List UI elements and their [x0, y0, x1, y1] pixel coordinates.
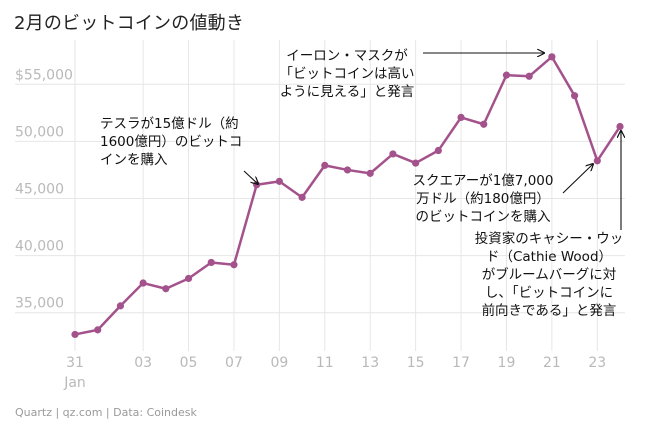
data-point — [434, 146, 442, 155]
data-point — [139, 279, 147, 287]
data-point — [162, 285, 170, 293]
data-point — [616, 122, 624, 131]
data-point — [548, 53, 556, 61]
x-tick-label: 07 — [225, 355, 243, 371]
annotation-line: し、「ビットコインに — [485, 285, 613, 301]
annotation-arrow — [562, 164, 593, 194]
data-point — [298, 193, 306, 201]
y-axis-ticks: 35,000 40,000 45,000 50,000 $55,000 — [15, 67, 73, 311]
x-axis-ticks: 31 Jan 03 05 07 09 11 13 15 17 19 21 23 — [63, 355, 606, 391]
annotation-line: 1600億円）のビットコ — [100, 134, 242, 150]
annotation-line: 「ビットコインは高い — [280, 65, 415, 82]
x-tick-label: 23 — [588, 355, 606, 371]
data-point — [389, 150, 397, 158]
data-point — [593, 157, 601, 165]
annotation-line: スクエアーが1億7,000 — [413, 173, 554, 189]
x-tick-label: 03 — [134, 355, 152, 371]
annotation-line: がブルームバーグに対 — [482, 266, 617, 283]
annotation-arrow — [243, 170, 258, 184]
source-footer: Quartz | qz.com | Data: Coindesk — [15, 406, 197, 419]
annotation-line: インを購入 — [100, 152, 168, 168]
x-tick-label: 31 — [66, 355, 84, 371]
data-point — [343, 166, 352, 174]
data-point — [71, 330, 79, 339]
annotation-line: 投資家のキャシー・ウッ — [475, 230, 624, 247]
data-point — [457, 113, 465, 121]
x-tick-label: 13 — [361, 355, 379, 371]
series-layer — [71, 53, 624, 339]
data-point — [116, 302, 125, 310]
x-tick-label: 19 — [498, 355, 516, 371]
y-tick-label: 35,000 — [15, 296, 64, 312]
x-tick-label: 05 — [180, 355, 198, 371]
annotation-text: スクエアーが1億7,000 万ドル（約180億円） のビットコインを購入 — [413, 173, 554, 225]
data-point — [366, 169, 374, 177]
data-point — [502, 71, 511, 79]
data-point — [321, 161, 329, 169]
annotation-line: テスラが15億ドル（約 — [100, 116, 239, 132]
annotation-line: 前向きである」と発言 — [482, 302, 617, 319]
data-point — [94, 326, 102, 334]
annotation-line: イーロン・マスクが — [286, 48, 408, 64]
data-point — [480, 120, 488, 128]
chart-title: 2月のビットコインの値動き — [14, 13, 245, 34]
data-point — [412, 159, 420, 167]
annotation-text: イーロン・マスクが「ビットコインは高いように見える」と発言 — [280, 48, 415, 100]
annotation-text: テスラが15億ドル（約 1600億円）のビットコインを購入 — [100, 116, 242, 168]
grid-layer — [15, 40, 625, 351]
y-tick-label: 50,000 — [15, 124, 64, 140]
x-tick-label: 11 — [316, 355, 334, 371]
data-point — [570, 92, 579, 100]
x-tick-label: 09 — [270, 355, 288, 371]
annotation-layer: テスラが15億ドル（約 1600億円）のビットコインを購入 イーロン・マスクが「ビッ… — [100, 48, 623, 319]
data-point — [275, 177, 283, 185]
y-tick-label: 40,000 — [15, 239, 64, 255]
x-tick-sublabel: Jan — [63, 375, 86, 391]
data-point — [184, 274, 193, 283]
x-tick-label: 21 — [543, 355, 561, 371]
x-tick-label: 15 — [407, 355, 425, 371]
annotation-line: のビットコインを購入 — [416, 209, 551, 225]
data-point — [230, 261, 238, 269]
y-tick-label: $55,000 — [15, 67, 73, 83]
data-point — [525, 72, 533, 80]
x-tick-label: 17 — [452, 355, 470, 371]
annotation-line: ように見える」と発言 — [280, 84, 415, 100]
y-tick-label: 45,000 — [15, 182, 64, 198]
annotation-line: ド（Cathie Wood） — [486, 249, 612, 265]
annotation-text: 投資家のキャシー・ウッド（Cathie Wood）がブルームバーグに対し、「ビッ… — [475, 230, 624, 319]
annotation-line: 万ドル（約180億円） — [416, 191, 550, 207]
data-point — [207, 258, 215, 267]
